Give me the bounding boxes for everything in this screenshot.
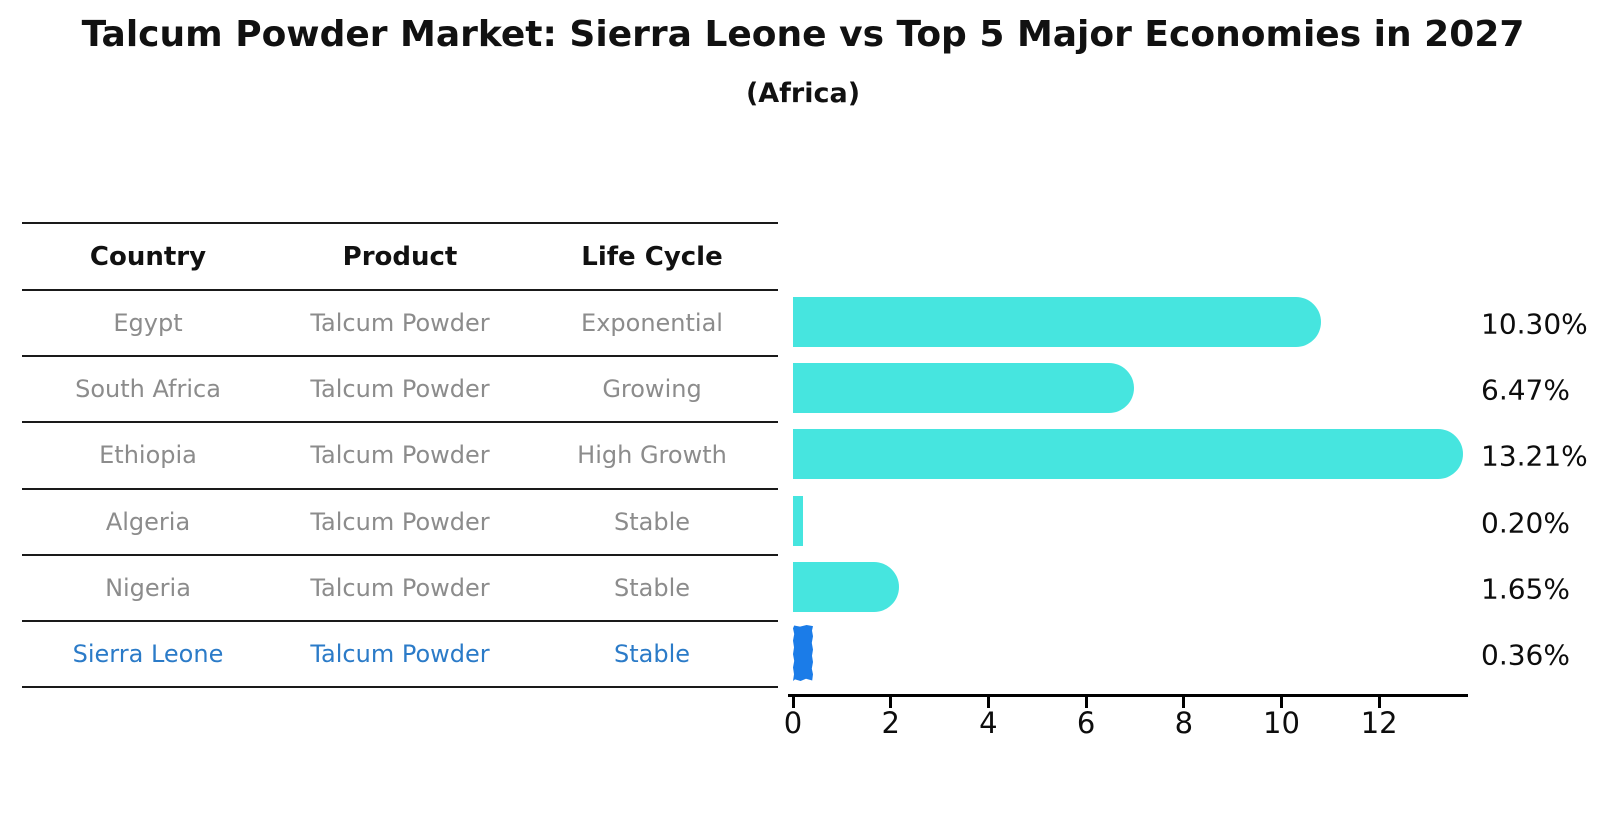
bar-egypt xyxy=(793,297,1322,347)
table-row-algeria: Algeria Talcum Powder Stable xyxy=(22,490,778,556)
table-cell-product: Talcum Powder xyxy=(310,507,490,536)
table-row-egypt: Egypt Talcum Powder Exponential xyxy=(22,291,778,358)
value-label-egypt: 10.30% xyxy=(1481,307,1588,341)
table-cell-life-cycle: Stable xyxy=(613,573,691,602)
table-cell-country: Nigeria xyxy=(105,573,191,602)
x-axis-tick xyxy=(1377,697,1381,708)
table-cell-product: Talcum Powder xyxy=(310,309,490,338)
bar-south-africa xyxy=(793,363,1135,414)
table-cell-life-cycle: Exponential xyxy=(581,309,723,338)
x-axis-tick xyxy=(986,697,990,708)
x-axis-tick-label: 2 xyxy=(881,706,900,740)
value-label-sierra-leone: 0.36% xyxy=(1481,638,1570,672)
table-header-cell-life-cycle: Life Cycle xyxy=(581,241,723,272)
table-cell-country: Egypt xyxy=(113,309,183,338)
comparison-table: Country Product Life Cycle Egypt Talcum Pow… xyxy=(22,222,778,689)
x-axis-tick xyxy=(1182,697,1186,708)
value-label-ethiopia: 13.21% xyxy=(1481,439,1588,473)
x-axis-tick-label: 12 xyxy=(1360,706,1398,740)
table-row-nigeria: Nigeria Talcum Powder Stable xyxy=(22,556,778,622)
value-label-nigeria: 1.65% xyxy=(1481,572,1570,606)
table-cell-life-cycle: Stable xyxy=(613,640,691,669)
bar-nigeria xyxy=(793,561,899,612)
x-axis-tick xyxy=(1084,697,1088,708)
x-axis-tick xyxy=(889,697,893,708)
x-axis-tick xyxy=(791,697,795,708)
x-axis-tick-label: 4 xyxy=(979,706,998,740)
bar-algeria xyxy=(793,495,803,546)
page-subtitle: (Africa) xyxy=(745,78,861,109)
page-title: Talcum Powder Market: Sierra Leone vs To… xyxy=(81,14,1525,55)
value-label-south-africa: 6.47% xyxy=(1481,373,1570,407)
table-row-ethiopia: Ethiopia Talcum Powder High Growth xyxy=(22,423,778,490)
table-cell-country: South Africa xyxy=(75,375,221,404)
table-cell-life-cycle: Stable xyxy=(613,507,691,536)
x-axis-tick xyxy=(1280,697,1283,708)
table-header-cell-product: Product xyxy=(342,241,458,272)
table-cell-product: Talcum Powder xyxy=(310,640,490,669)
table-cell-product: Talcum Powder xyxy=(310,375,490,404)
bar-ethiopia xyxy=(793,429,1464,480)
table-cell-life-cycle: Growing xyxy=(602,375,702,404)
x-axis-tick-label: 0 xyxy=(783,706,803,740)
x-axis-line xyxy=(788,694,1468,697)
table-cell-product: Talcum Powder xyxy=(310,573,490,602)
table-header-cell-country: Country xyxy=(89,241,207,272)
table-cell-country: Algeria xyxy=(105,507,191,536)
table-header-row: Country Product Life Cycle xyxy=(22,224,778,291)
bar-sierra-leone xyxy=(793,625,813,681)
table-row-south-africa: South Africa Talcum Powder Growing xyxy=(22,357,778,424)
table-cell-life-cycle: High Growth xyxy=(577,441,727,470)
table-cell-country: Sierra Leone xyxy=(72,640,224,669)
x-axis-tick-label: 8 xyxy=(1174,706,1194,740)
value-label-algeria: 0.20% xyxy=(1481,506,1570,540)
x-axis-tick-label: 10 xyxy=(1263,706,1300,740)
table-cell-country: Ethiopia xyxy=(99,441,197,470)
table-row-sierra-leone: Sierra Leone Talcum Powder Stable xyxy=(22,622,778,689)
x-axis-tick-label: 6 xyxy=(1076,706,1096,740)
table-cell-product: Talcum Powder xyxy=(310,441,490,470)
